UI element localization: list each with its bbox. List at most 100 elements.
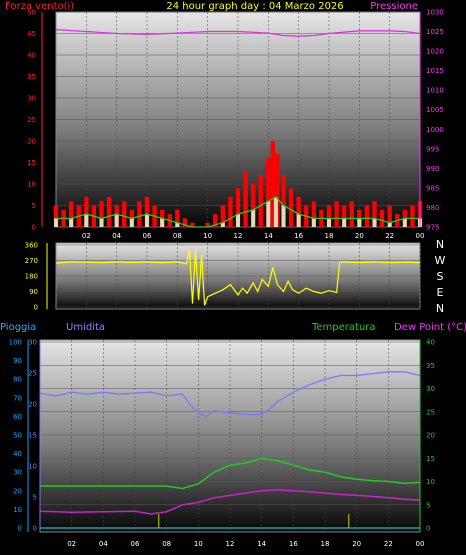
wind-avg-bar	[236, 214, 240, 227]
wind-gust-bar	[275, 153, 280, 227]
x-tick-label: 20	[355, 232, 364, 240]
wind-avg-bar	[99, 218, 104, 227]
wind-avg-bar	[296, 214, 301, 227]
wind-avg-bar	[281, 205, 286, 227]
x-tick-label: 04	[112, 232, 121, 240]
rain-tick-label: 60	[13, 413, 22, 421]
wind-gust-bar	[341, 205, 347, 227]
wind-speed-title: Forza vento(i)	[5, 1, 74, 12]
wind-gust-bar	[220, 205, 226, 227]
direction-letter: E	[437, 286, 444, 299]
x-tick-label: 04	[99, 540, 108, 548]
wind-speed-tick-label: 10	[27, 181, 36, 189]
wind-gust-bar	[296, 196, 301, 227]
direction-letter: N	[436, 302, 444, 315]
humidity-tick-label: 30	[28, 339, 37, 347]
wind-gust-bar	[53, 205, 59, 227]
wind-avg-bar	[114, 214, 119, 227]
wind-speed-tick-label: 30	[27, 95, 36, 103]
x-tick-label: 02	[67, 540, 76, 548]
temperature-tick-label: 0	[426, 525, 430, 533]
wind-speed-tick-label: 50	[27, 9, 36, 17]
wind-speed-tick-label: 35	[27, 73, 36, 81]
wind-gust-bar	[84, 196, 89, 227]
graph-title: 24 hour graph day : 04 Marzo 2026	[166, 1, 343, 12]
wind-gust-bar	[243, 171, 248, 227]
x-tick-label: 10	[194, 540, 203, 548]
x-tick-label: 14	[257, 540, 266, 548]
wind-avg-bar	[129, 218, 134, 227]
temperature-label: Temperatura	[311, 322, 376, 333]
wind-gust-bar	[349, 201, 354, 227]
humidity-line	[39, 371, 421, 418]
pressure-title: Pressione	[370, 1, 418, 12]
rain-tick-label: 80	[13, 376, 22, 384]
direction-tick-label: 0	[34, 304, 38, 312]
temperature-line	[40, 457, 421, 490]
temperature-tick-label: 25	[426, 408, 435, 416]
wind-avg-bar	[273, 196, 278, 227]
direction-tick-label: 90	[29, 288, 38, 296]
wind-gust-bar	[205, 222, 210, 227]
direction-letter: N	[436, 238, 444, 251]
wind-speed-tick-label: 5	[32, 202, 36, 210]
x-tick-label: 18	[325, 232, 334, 240]
wind-speed-tick-label: 25	[27, 116, 36, 124]
wind-gust-bar	[190, 222, 195, 227]
x-tick-label: 10	[203, 232, 212, 240]
dewpoint-line	[39, 489, 421, 515]
wind-avg-bar	[160, 218, 165, 227]
rain-tick-label: 10	[13, 506, 22, 514]
wind-gust-bar	[235, 188, 241, 227]
temperature-tick-label: 10	[426, 478, 435, 486]
rain-tick-label: 20	[13, 487, 22, 495]
wind-gust-bar	[122, 201, 127, 227]
wind-avg-bar	[84, 214, 89, 227]
x-tick-label: 06	[131, 540, 140, 548]
wind-speed-tick-label: 15	[27, 159, 36, 167]
wind-gust-bar	[311, 201, 317, 227]
humidity-label: Umidita	[66, 322, 105, 333]
temperature-tick-label: 40	[426, 339, 435, 347]
wind-gust-bar	[326, 205, 332, 227]
wind-speed-tick-label: 0	[32, 224, 36, 232]
wind-avg-bar	[402, 218, 407, 227]
rain-tick-label: 50	[13, 432, 22, 440]
wind-gust-bar	[228, 196, 233, 227]
x-tick-label: 06	[143, 232, 152, 240]
humidity-tick-label: 20	[28, 401, 37, 409]
wind-gust-bar	[288, 188, 294, 227]
wind-gust-bar	[410, 205, 415, 227]
x-tick-label: 18	[321, 540, 330, 548]
pressure-tick-label: 1025	[426, 28, 444, 36]
pressure-tick-label: 985	[426, 184, 439, 192]
wind-gust-bar	[250, 184, 256, 227]
x-tick-label: 12	[234, 232, 243, 240]
direction-tick-label: 360	[25, 242, 38, 250]
rain-label: Pioggia	[0, 322, 36, 333]
rain-tick-label: 70	[13, 394, 22, 402]
pressure-tick-label: 1015	[426, 67, 444, 75]
wind-gust-bar	[144, 196, 150, 227]
x-tick-label: 00	[416, 232, 425, 240]
temperature-tick-label: 15	[426, 455, 435, 463]
x-tick-label: 20	[352, 540, 361, 548]
wind-avg-bar	[220, 222, 225, 227]
wind-avg-bar	[372, 218, 377, 227]
wind-avg-bar	[69, 218, 74, 227]
pressure-tick-label: 1020	[426, 48, 444, 56]
dewpoint-label: Dew Point (°C)	[394, 322, 466, 333]
x-tick-label: 22	[385, 232, 394, 240]
rain-tick-label: 30	[13, 469, 22, 477]
humidity-tick-label: 15	[28, 432, 37, 440]
wind-avg-bar	[311, 218, 316, 227]
x-tick-label: 16	[289, 540, 298, 548]
wind-gust-bar	[334, 201, 339, 227]
wind-gust-bar	[137, 201, 142, 227]
pressure-tick-label: 1010	[426, 87, 444, 95]
pressure-tick-label: 1030	[426, 9, 444, 17]
pressure-tick-label: 995	[426, 145, 439, 153]
wind-gust-bar	[372, 201, 377, 227]
wind-gust-bar	[379, 209, 385, 227]
